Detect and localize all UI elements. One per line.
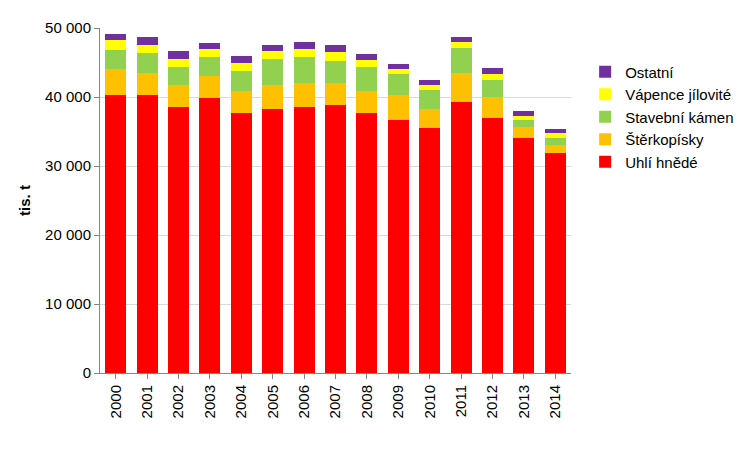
svg-text:Stavební kámen: Stavební kámen <box>625 109 733 126</box>
svg-text:2012: 2012 <box>483 385 500 418</box>
svg-text:50 000: 50 000 <box>45 19 91 36</box>
svg-text:20 000: 20 000 <box>45 226 91 243</box>
svg-text:2006: 2006 <box>295 385 312 418</box>
svg-text:2005: 2005 <box>264 385 281 418</box>
svg-text:40 000: 40 000 <box>45 88 91 105</box>
svg-text:Štěrkopísky: Štěrkopísky <box>625 131 704 148</box>
svg-text:2014: 2014 <box>546 385 563 418</box>
svg-text:10 000: 10 000 <box>45 295 91 312</box>
svg-text:Vápence jílovité: Vápence jílovité <box>625 86 731 103</box>
svg-text:2013: 2013 <box>515 385 532 418</box>
svg-text:2007: 2007 <box>326 385 343 418</box>
svg-text:2002: 2002 <box>169 385 186 418</box>
svg-text:2004: 2004 <box>232 385 249 418</box>
svg-text:30 000: 30 000 <box>45 157 91 174</box>
svg-text:2009: 2009 <box>389 385 406 418</box>
svg-text:2000: 2000 <box>107 385 124 418</box>
svg-text:2008: 2008 <box>358 385 375 418</box>
svg-text:2010: 2010 <box>421 385 438 418</box>
svg-text:tis. t: tis. t <box>16 185 33 216</box>
svg-text:0: 0 <box>83 364 91 381</box>
svg-text:2003: 2003 <box>201 385 218 418</box>
svg-text:2011: 2011 <box>452 385 469 417</box>
svg-text:Uhlí hnědé: Uhlí hnědé <box>625 154 698 171</box>
svg-text:Ostatní: Ostatní <box>625 64 674 81</box>
svg-text:2001: 2001 <box>138 385 155 418</box>
